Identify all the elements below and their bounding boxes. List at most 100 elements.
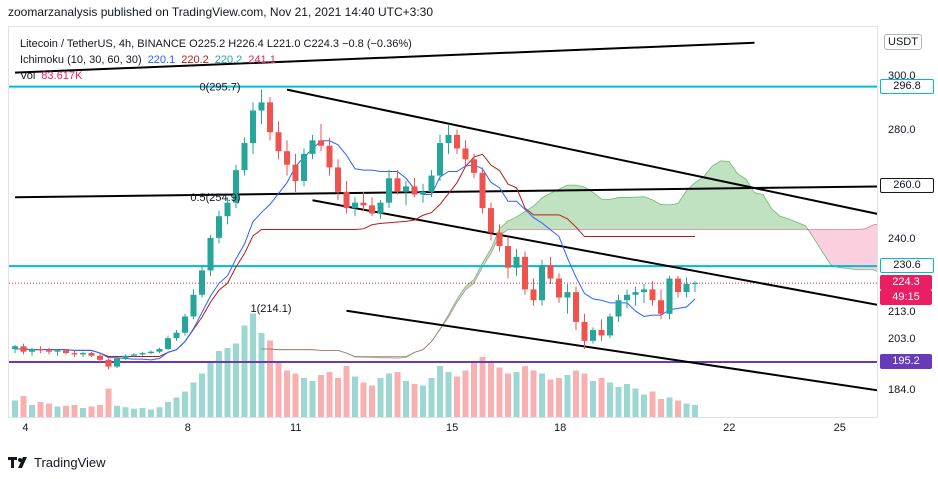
tradingview-brand: TradingView	[34, 455, 106, 470]
volume-bar	[309, 381, 316, 417]
candle-body	[156, 349, 163, 352]
volume-bar	[369, 385, 375, 417]
volume-bar	[241, 325, 248, 417]
volume-bar	[173, 397, 180, 417]
volume-bar	[233, 343, 239, 417]
candle-body	[573, 292, 579, 322]
candle-body	[12, 346, 18, 349]
price-level-tag: 260.0	[880, 178, 934, 194]
volume-bar	[488, 361, 494, 417]
time-tick-label: 25	[833, 422, 846, 434]
candle-body	[207, 237, 214, 271]
ichimoku-cloud-segment	[499, 221, 508, 236]
candle-body	[275, 132, 282, 152]
time-tick-label: 22	[723, 422, 736, 434]
volume-bar	[326, 372, 333, 417]
volume-bar	[80, 408, 86, 417]
candle-body	[496, 232, 503, 247]
candle-body	[539, 264, 545, 301]
price-tick-label: 213.0	[888, 305, 916, 318]
candle-body	[624, 294, 630, 301]
candle-body	[428, 175, 435, 192]
volume-bar	[216, 351, 222, 417]
volume-bar	[513, 372, 520, 417]
ichimoku-cloud-segment	[593, 192, 602, 230]
volume-bar	[207, 361, 214, 417]
candle-body	[63, 350, 69, 354]
volume-bar	[462, 370, 469, 417]
price-tick-label: 240.0	[888, 232, 916, 245]
candle-body	[216, 216, 222, 238]
volume-bar	[88, 406, 95, 417]
volume-bar	[182, 391, 188, 417]
time-tick-label: 18	[553, 422, 567, 434]
chart-pane[interactable]: 0(295.7) 0.5(254.9) 1(214.1)	[8, 26, 878, 418]
candle-body	[182, 316, 188, 333]
volume-bar	[564, 375, 571, 417]
ichimoku-cloud-segment	[559, 185, 568, 230]
time-axis[interactable]: 4 8 11 15 18 22 25	[8, 418, 878, 440]
trend-line	[286, 88, 877, 215]
time-tick-label: 4	[22, 422, 29, 434]
volume-bar	[649, 391, 656, 417]
volume-bar	[403, 381, 409, 417]
ichimoku-cloud-segment	[474, 262, 483, 284]
volume-bar	[581, 373, 588, 417]
trend-line	[14, 41, 755, 74]
candle-body	[301, 153, 307, 181]
volume-bar	[131, 408, 137, 417]
volume-bar	[114, 405, 120, 417]
ichimoku-cloud-segment	[873, 224, 877, 272]
volume-bar	[156, 407, 163, 417]
time-tick-label: 11	[290, 422, 302, 434]
volume-bar	[190, 382, 197, 417]
ichimoku-cloud-segment	[780, 216, 789, 230]
currency-button[interactable]: USDT	[884, 34, 922, 50]
ichimoku-cloud-segment	[729, 161, 738, 230]
candle-body	[46, 350, 52, 352]
volume-bar	[250, 313, 256, 417]
volume-bar	[301, 378, 307, 417]
volume-bar	[556, 378, 562, 417]
ichimoku-cloud-segment	[797, 222, 806, 230]
volume-bar	[122, 407, 129, 417]
volume-bar	[139, 408, 146, 417]
volume-bar	[267, 340, 273, 417]
candle-body	[675, 278, 681, 293]
ichimoku-cloud-segment	[771, 208, 780, 230]
senkou-b-line	[261, 223, 877, 357]
volume-bar	[675, 400, 681, 417]
candle-body	[403, 186, 409, 192]
ichimoku-cloud-segment	[720, 160, 729, 230]
candle-body	[20, 346, 27, 352]
candle-body	[369, 205, 375, 214]
price-chart[interactable]: 0(295.7) 0.5(254.9) 1(214.1)	[9, 27, 878, 418]
candle-body	[37, 349, 44, 351]
candle-body	[658, 300, 664, 314]
ichimoku-cloud-segment	[669, 203, 678, 230]
ichimoku-cloud-segment	[746, 179, 755, 230]
ichimoku-cloud-segment	[814, 229, 823, 253]
ichimoku-cloud-segment	[567, 185, 576, 230]
candle-body	[692, 283, 698, 285]
price-axis[interactable]: 184.0193.0203.0213.0240.0260.0280.0300.0…	[878, 26, 938, 418]
ichimoku-cloud-segment	[576, 185, 585, 230]
volume-bar	[224, 348, 231, 417]
volume-bar	[454, 376, 460, 417]
ichimoku-cloud-segment	[712, 160, 721, 230]
candle-body	[513, 256, 520, 268]
candle-body	[607, 316, 613, 336]
candle-body	[114, 358, 120, 367]
volume-bar	[547, 379, 554, 417]
volume-bar	[573, 370, 579, 417]
tradingview-logo[interactable]: TradingView	[8, 455, 106, 470]
ichimoku-cloud-segment	[644, 196, 653, 230]
candle-body	[29, 349, 35, 352]
ichimoku-cloud-segment	[839, 229, 848, 269]
volume-bar	[71, 405, 78, 417]
ichimoku-cloud-segment	[627, 197, 636, 230]
volume-bar	[12, 400, 18, 417]
ichimoku-cloud-segment	[618, 197, 627, 230]
candle-body	[564, 292, 571, 298]
volume-bar	[632, 388, 639, 417]
